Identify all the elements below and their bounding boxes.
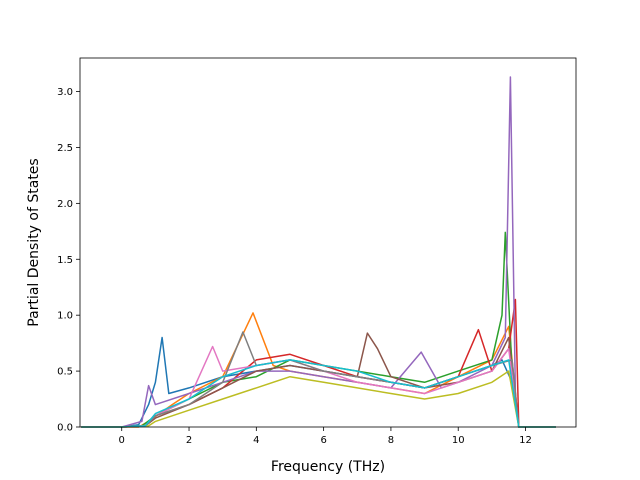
y-tick-label: 3.0 (57, 87, 73, 98)
series-line (81, 359, 556, 428)
y-tick-label: 1.0 (57, 311, 73, 322)
y-tick-label: 0.0 (57, 423, 73, 434)
plot-frame (79, 57, 577, 428)
x-axis-label: Frequency (THz) (271, 459, 385, 475)
x-tick-label: 0 (119, 435, 125, 446)
x-tick-label: 2 (186, 435, 192, 446)
x-tick-label: 10 (452, 435, 465, 446)
x-tick-label: 12 (519, 435, 532, 446)
series-line (81, 331, 556, 428)
x-tick-label: 6 (320, 435, 326, 446)
series-line (81, 332, 556, 428)
series-layer (81, 76, 556, 428)
x-tick-label: 8 (388, 435, 394, 446)
tick-layer: 0 2 4 6 8 10 12 0.0 0.5 1.0 1.5 2.0 2.5 3.0 (57, 87, 532, 446)
x-tick-label: 4 (253, 435, 259, 446)
y-axis-label: Partial Density of States (26, 158, 42, 326)
y-tick-label: 2.0 (57, 199, 73, 210)
series-line (81, 370, 556, 428)
y-tick-label: 0.5 (57, 367, 73, 378)
y-tick-label: 2.5 (57, 143, 73, 154)
y-tick-label: 1.5 (57, 255, 73, 266)
